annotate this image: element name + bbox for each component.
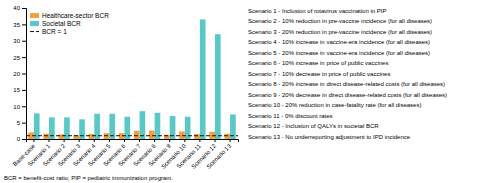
y-tick-mark <box>22 106 26 107</box>
bar <box>224 134 230 139</box>
x-tick-mark <box>64 139 65 142</box>
y-tick: 0 <box>17 136 26 142</box>
y-tick-mark <box>22 123 26 124</box>
x-tick-mark <box>33 139 34 142</box>
y-tick-label: 35 <box>13 22 20 28</box>
annotation: Scenario 4 - 10% increase in vaccine-era… <box>248 39 430 45</box>
bar <box>134 131 140 139</box>
y-tick-mark <box>22 139 26 140</box>
x-tick-mark <box>199 139 200 142</box>
y-tick: 10 <box>13 104 26 110</box>
legend-item: Healthcare-sector BCR <box>30 12 109 19</box>
y-tick-mark <box>22 24 26 25</box>
annotations: Scenario 1 - Inclusion of rotavirus vacc… <box>248 8 447 140</box>
bar-series <box>34 19 236 139</box>
y-tick-label: 25 <box>13 55 20 61</box>
annotation: Scenario 7 - 10% decrease in price of pu… <box>248 71 390 77</box>
y-tick-mark <box>22 41 26 42</box>
x-tick-mark <box>94 139 95 142</box>
annotation: Scenario 2 - 10% reduction in pre-vaccin… <box>248 18 432 24</box>
bar <box>149 130 155 139</box>
x-tick-mark <box>184 139 185 142</box>
marks <box>26 19 238 139</box>
y-tick-label: 15 <box>13 87 20 93</box>
bar <box>155 113 161 139</box>
y-tick: 5 <box>17 120 26 126</box>
chart: 0 5 10 15 20 25 30 35 40 Base-caseScenario 1Scena… <box>0 0 500 183</box>
x-axis-line <box>27 140 239 143</box>
x-tick-mark <box>49 139 50 142</box>
y-tick: 35 <box>13 22 26 28</box>
y-tick-mark <box>22 57 26 58</box>
bar <box>215 34 221 139</box>
bar <box>200 19 206 139</box>
annotation: Scenario 10 - 20% reduction in case-fata… <box>248 102 421 108</box>
x-tick: Scenario 13 <box>205 139 232 170</box>
bar <box>109 114 115 139</box>
annotation: Scenario 3 - 20% reduction in pre-vaccin… <box>248 29 432 35</box>
annotation: Scenario 12 - Inclusion of QALYs in soci… <box>248 123 379 129</box>
annotation: Scenario 1 - Inclusion of rotavirus vacc… <box>248 8 386 14</box>
y-tick-mark <box>22 8 26 9</box>
legend-label: Societal BCR <box>42 20 81 27</box>
annotation: Scenario 8 - 20% increase in direct dise… <box>248 81 445 87</box>
x-tick-mark <box>124 139 125 142</box>
legend-label: BCR = 1 <box>42 28 67 35</box>
annotation: Scenario 13 - No underreporting adjustme… <box>248 134 411 140</box>
bar <box>34 113 40 139</box>
legend-label: Healthcare-sector BCR <box>42 12 109 19</box>
reference-line <box>26 135 238 136</box>
bar <box>43 134 49 139</box>
plot-area: 0 5 10 15 20 25 30 35 40 Base-caseScenario 1Scena… <box>12 5 239 169</box>
annotation: Scenario 5 - 20% increase in vaccine-era… <box>248 50 430 56</box>
y-tick-mark <box>22 90 26 91</box>
x-tick-mark <box>154 139 155 142</box>
x-tick-mark <box>79 139 80 142</box>
y-tick: 30 <box>13 38 26 44</box>
x-tick-mark <box>109 139 110 142</box>
x-axis: Base-caseScenario 1Scenario 2Scenario 3S… <box>12 139 239 170</box>
bar <box>140 111 146 139</box>
y-tick-label: 10 <box>13 104 20 110</box>
legend-item: BCR = 1 <box>30 28 67 35</box>
y-tick-label: 5 <box>17 120 21 126</box>
y-tick-label: 0 <box>17 136 21 142</box>
legend: Healthcare-sector BCRSocietal BCRBCR = 1 <box>30 12 109 35</box>
y-tick: 40 <box>13 5 26 11</box>
bar <box>58 134 64 139</box>
y-tick: 20 <box>13 71 26 77</box>
legend-swatch <box>30 13 39 18</box>
bar <box>194 134 200 139</box>
footnote: BCR = benefit-cost ratio; PIP = pediatri… <box>4 175 173 181</box>
y-tick: 25 <box>13 55 26 61</box>
legend-item: Societal BCR <box>30 20 81 27</box>
y-tick-label: 30 <box>13 38 20 44</box>
annotation: Scenario 11 - 0% discount rates <box>248 113 333 119</box>
x-tick-mark <box>139 139 140 142</box>
legend-swatch <box>30 21 39 26</box>
y-axis-line <box>22 9 27 140</box>
y-tick: 15 <box>13 87 26 93</box>
bar <box>94 114 100 139</box>
y-axis: 0 5 10 15 20 25 30 35 40 <box>13 5 26 142</box>
legend-swatch <box>30 31 39 32</box>
y-tick-label: 20 <box>13 71 20 77</box>
x-tick-mark <box>214 139 215 142</box>
annotation: Scenario 9 - 20% decrease in direct dise… <box>248 92 447 98</box>
y-tick-mark <box>22 74 26 75</box>
x-tick-mark <box>230 139 231 142</box>
annotation: Scenario 6 - 10% increase in price of pu… <box>248 60 388 66</box>
y-tick-label: 40 <box>13 5 20 11</box>
bar <box>89 134 95 139</box>
x-tick-mark <box>169 139 170 142</box>
x-tick-label: Scenario 13 <box>205 142 232 169</box>
